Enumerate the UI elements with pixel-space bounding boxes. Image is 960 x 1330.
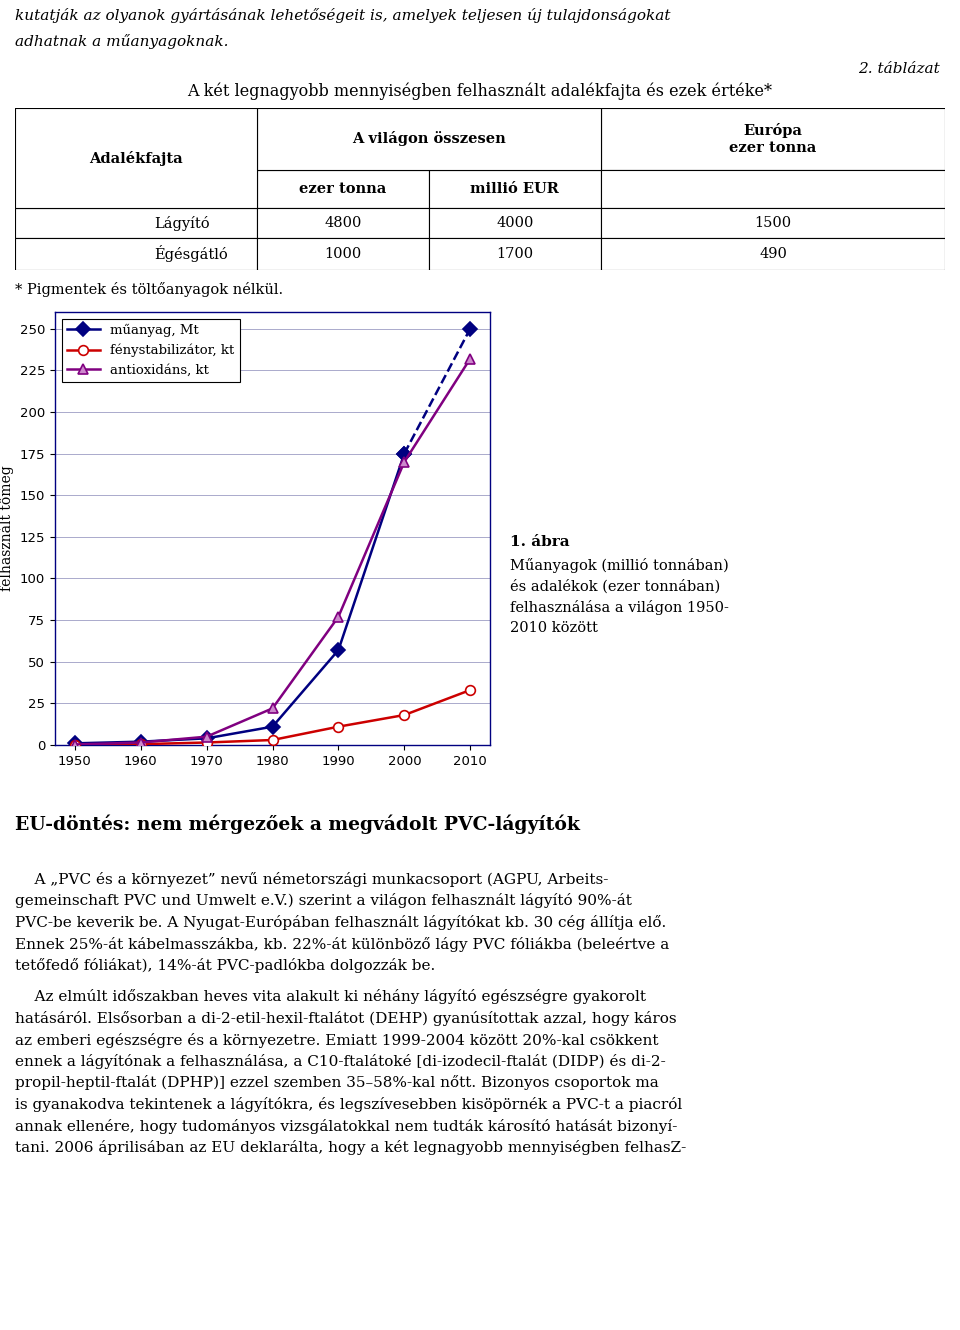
Text: tani. 2006 áprilisában az EU deklarálta, hogy a két legnagyobb mennyiségben felh: tani. 2006 áprilisában az EU deklarálta,…	[15, 1140, 686, 1154]
Text: adhatnak a műanyagoknak.: adhatnak a műanyagoknak.	[15, 35, 228, 49]
Bar	[601, 238, 945, 270]
Text: kutatják az olyanok gyártásának lehetőségeit is, amelyek teljesen új tulajdonság: kutatják az olyanok gyártásának lehetősé…	[15, 8, 670, 23]
Bar	[429, 238, 601, 270]
Bar	[429, 169, 601, 209]
Text: ennek a lágyítónak a felhasználása, a C10-ftalátoké [di-izodecil-ftalát (DIDP) é: ennek a lágyítónak a felhasználása, a C1…	[15, 1053, 665, 1069]
Text: 1000: 1000	[324, 247, 362, 261]
Text: 490: 490	[759, 247, 787, 261]
Bar	[601, 209, 945, 238]
Text: 1500: 1500	[755, 215, 791, 230]
Bar	[257, 209, 429, 238]
Bar	[257, 238, 429, 270]
Text: 4800: 4800	[324, 215, 362, 230]
Bar	[15, 169, 257, 209]
Bar	[601, 108, 945, 169]
Bar	[257, 108, 601, 169]
Text: ezer tonna: ezer tonna	[300, 182, 387, 196]
Text: millió EUR: millió EUR	[470, 182, 560, 196]
Text: Adalékfajta: Adalékfajta	[89, 150, 182, 166]
Bar	[15, 238, 257, 270]
Text: Ennek 25%-át kábelmasszákba, kb. 22%-át különböző lágy PVC fóliákba (beleértve a: Ennek 25%-át kábelmasszákba, kb. 22%-át …	[15, 936, 669, 951]
Text: gemeinschaft PVC und Umwelt e.V.) szerint a világon felhasznált lágyító 90%-át: gemeinschaft PVC und Umwelt e.V.) szerin…	[15, 894, 632, 908]
Text: Európa
ezer tonna: Európa ezer tonna	[730, 122, 817, 154]
Bar	[15, 108, 257, 209]
Text: A „PVC és a környezet” nevű németországi munkacsoport (AGPU, Arbeits-: A „PVC és a környezet” nevű németországi…	[15, 872, 609, 887]
Text: A két legnagyobb mennyiségben felhasznált adalékfajta és ezek értéke*: A két legnagyobb mennyiségben felhasznál…	[187, 82, 773, 100]
Text: 2. táblázat: 2. táblázat	[858, 63, 940, 76]
Text: 1. ábra: 1. ábra	[510, 535, 569, 549]
Text: Az elmúlt időszakban heves vita alakult ki néhány lágyító egészségre gyakorolt: Az elmúlt időszakban heves vita alakult …	[15, 990, 646, 1004]
Text: * Pigmentek és töltőanyagok nélkül.: * Pigmentek és töltőanyagok nélkül.	[15, 282, 283, 297]
Bar	[257, 108, 429, 169]
Text: propil-heptil-ftalát (DPHP)] ezzel szemben 35–58%-kal nőtt. Bizonyos csoportok m: propil-heptil-ftalát (DPHP)] ezzel szemb…	[15, 1076, 659, 1091]
Text: hatásáról. Elsősorban a di-2-etil-hexil-ftalátot (DEHP) gyanúsítottak azzal, hog: hatásáról. Elsősorban a di-2-etil-hexil-…	[15, 1011, 677, 1025]
Text: 1700: 1700	[496, 247, 534, 261]
Bar	[257, 169, 429, 209]
Bar	[429, 209, 601, 238]
Text: tetőfedő fóliákat), 14%-át PVC-padlókba dolgozzák be.: tetőfedő fóliákat), 14%-át PVC-padlókba …	[15, 958, 435, 974]
Text: A világon összesen: A világon összesen	[352, 132, 506, 146]
Text: Műanyagok (millió tonnában)
és adalékok (ezer tonnában)
felhasználása a világon : Műanyagok (millió tonnában) és adalékok …	[510, 559, 729, 636]
Text: Lágyító: Lágyító	[155, 215, 210, 230]
Y-axis label: felhasznált tömeg: felhasznált tömeg	[0, 465, 14, 592]
Text: PVC-be keverik be. A Nyugat-Európában felhasznált lágyítókat kb. 30 cég állítja : PVC-be keverik be. A Nyugat-Európában fe…	[15, 915, 666, 930]
Text: EU-döntés: nem mérgezőek a megvádolt PVC-lágyítók: EU-döntés: nem mérgezőek a megvádolt PVC…	[15, 815, 580, 834]
Bar	[601, 169, 945, 209]
Text: Égésgátló: Égésgátló	[155, 245, 228, 262]
Text: is gyanakodva tekintenek a lágyítókra, és legszívesebben kisöpörnék a PVC-t a pi: is gyanakodva tekintenek a lágyítókra, é…	[15, 1097, 683, 1112]
Text: az emberi egészségre és a környezetre. Emiatt 1999-2004 között 20%-kal csökkent: az emberi egészségre és a környezetre. E…	[15, 1032, 659, 1048]
Text: annak ellenére, hogy tudományos vizsgálatokkal nem tudták károsító hatását bizon: annak ellenére, hogy tudományos vizsgála…	[15, 1119, 678, 1133]
Legend: műanyag, Mt, fénystabilizátor, kt, antioxidáns, kt: műanyag, Mt, fénystabilizátor, kt, antio…	[61, 319, 240, 382]
Bar	[15, 108, 257, 169]
Text: 4000: 4000	[496, 215, 534, 230]
Bar	[429, 108, 601, 169]
Bar	[15, 209, 257, 238]
